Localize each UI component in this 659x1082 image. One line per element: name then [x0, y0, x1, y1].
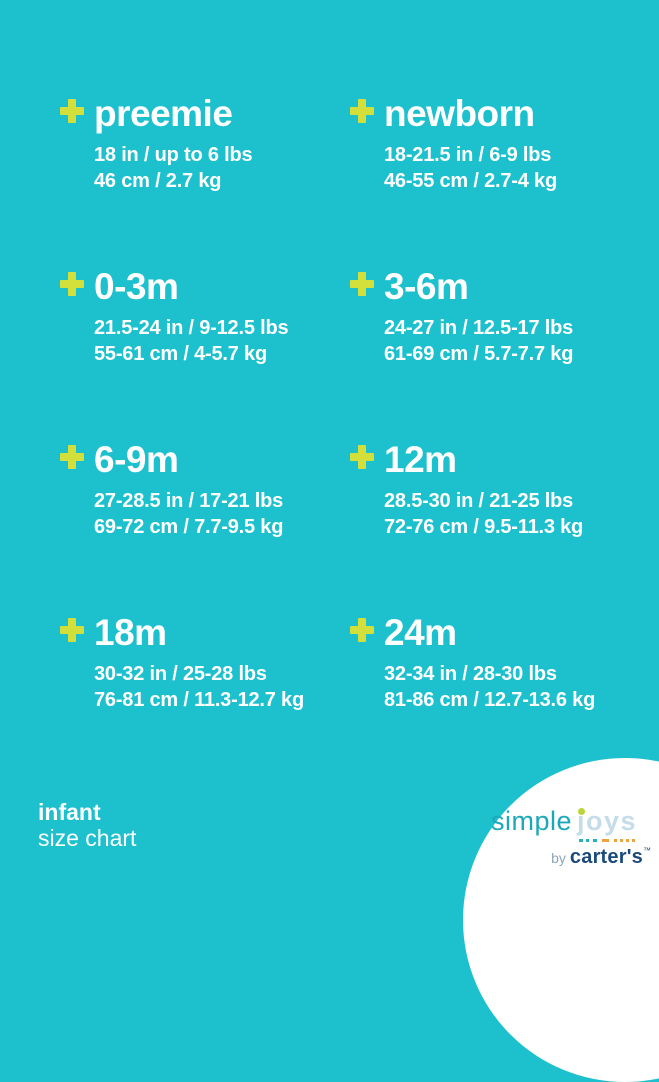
size-entry-3-6m: 3-6m 24-27 in / 12.5-17 lbs 61-69 cm / 5… — [350, 268, 650, 441]
size-info: 0-3m 21.5-24 in / 9-12.5 lbs 55-61 cm / … — [94, 266, 289, 367]
size-imperial: 18-21.5 in / 6-9 lbs — [384, 144, 552, 166]
logo-word-joys-wrap: joys — [577, 806, 638, 842]
brand-logo: simple joys by carter's™ — [491, 808, 651, 869]
plus-icon — [60, 99, 84, 123]
size-info: 18m 30-32 in / 25-28 lbs 76-81 cm / 11.3… — [94, 614, 304, 713]
plus-icon — [350, 272, 374, 296]
size-info: newborn 18-21.5 in / 6-9 lbs 46-55 cm / … — [384, 95, 557, 194]
size-entry-newborn: newborn 18-21.5 in / 6-9 lbs 46-55 cm / … — [350, 95, 650, 268]
size-name: 24m — [384, 612, 457, 653]
size-name: preemie — [94, 93, 233, 134]
dash-orange — [601, 839, 609, 842]
size-entry-12m: 12m 28.5-30 in / 21-25 lbs 72-76 cm / 9.… — [350, 441, 650, 614]
size-name: 18m — [94, 612, 167, 653]
size-imperial: 24-27 in / 12.5-17 lbs — [384, 317, 574, 339]
size-metric: 61-69 cm / 5.7-7.7 kg — [384, 343, 574, 365]
size-entry-6-9m: 6-9m 27-28.5 in / 17-21 lbs 69-72 cm / 7… — [60, 441, 350, 614]
logo-carters: carter's — [569, 846, 643, 868]
size-metric: 81-86 cm / 12.7-13.6 kg — [384, 689, 596, 711]
plus-icon — [60, 272, 84, 296]
size-entry-24m: 24m 32-34 in / 28-30 lbs 81-86 cm / 12.7… — [350, 614, 650, 787]
size-info: 12m 28.5-30 in / 21-25 lbs 72-76 cm / 9.… — [384, 441, 583, 540]
logo-word-joys: joys — [577, 806, 638, 836]
size-info: 6-9m 27-28.5 in / 17-21 lbs 69-72 cm / 7… — [94, 441, 283, 540]
size-metric: 46-55 cm / 2.7-4 kg — [384, 170, 557, 192]
green-dot-icon — [578, 808, 586, 815]
size-name: 12m — [384, 439, 457, 480]
size-name: 0-3m — [94, 266, 179, 307]
plus-icon — [350, 445, 374, 469]
size-metric: 55-61 cm / 4-5.7 kg — [94, 343, 267, 365]
size-metric: 46 cm / 2.7 kg — [94, 170, 222, 192]
size-imperial: 27-28.5 in / 17-21 lbs — [94, 490, 284, 512]
plus-icon — [350, 99, 374, 123]
chart-title: infant size chart — [38, 799, 136, 851]
dotted-underline-teal — [579, 839, 597, 842]
size-imperial: 30-32 in / 25-28 lbs — [94, 663, 267, 685]
dotted-underline-orange — [613, 839, 636, 842]
size-entry-0-3m: 0-3m 21.5-24 in / 9-12.5 lbs 55-61 cm / … — [60, 268, 350, 441]
dotted-underline-icon — [579, 839, 636, 842]
chart-label: size chart — [38, 825, 137, 851]
size-name: newborn — [384, 93, 535, 134]
logo-by: by — [551, 850, 566, 866]
size-entry-18m: 18m 30-32 in / 25-28 lbs 76-81 cm / 11.3… — [60, 614, 350, 787]
size-metric: 72-76 cm / 9.5-11.3 kg — [384, 516, 584, 538]
plus-icon — [60, 445, 84, 469]
brand-logo-wordmark: simple joys — [491, 806, 651, 842]
size-metric: 76-81 cm / 11.3-12.7 kg — [94, 689, 304, 711]
size-grid: preemie 18 in / up to 6 lbs 46 cm / 2.7 … — [60, 95, 650, 787]
brand-logo-circle: simple joys by carter's™ — [463, 758, 659, 1082]
size-imperial: 32-34 in / 28-30 lbs — [384, 663, 557, 685]
size-name: 6-9m — [94, 439, 179, 480]
size-chart-page: preemie 18 in / up to 6 lbs 46 cm / 2.7 … — [38, 95, 659, 1082]
size-info: preemie 18 in / up to 6 lbs 46 cm / 2.7 … — [94, 93, 253, 194]
plus-icon — [60, 618, 84, 642]
brand-logo-byline: by carter's™ — [491, 846, 651, 869]
size-imperial: 28.5-30 in / 21-25 lbs — [384, 490, 574, 512]
size-imperial: 21.5-24 in / 9-12.5 lbs — [94, 317, 289, 339]
plus-icon — [350, 618, 374, 642]
trademark-symbol: ™ — [643, 846, 651, 855]
size-imperial: 18 in / up to 6 lbs — [94, 144, 253, 166]
size-info: 3-6m 24-27 in / 12.5-17 lbs 61-69 cm / 5… — [384, 268, 573, 367]
chart-category: infant — [38, 799, 101, 825]
size-info: 24m 32-34 in / 28-30 lbs 81-86 cm / 12.7… — [384, 614, 595, 713]
size-metric: 69-72 cm / 7.7-9.5 kg — [94, 516, 284, 538]
size-entry-preemie: preemie 18 in / up to 6 lbs 46 cm / 2.7 … — [60, 95, 350, 268]
size-name: 3-6m — [384, 266, 469, 307]
logo-word-simple: simple — [491, 806, 573, 836]
